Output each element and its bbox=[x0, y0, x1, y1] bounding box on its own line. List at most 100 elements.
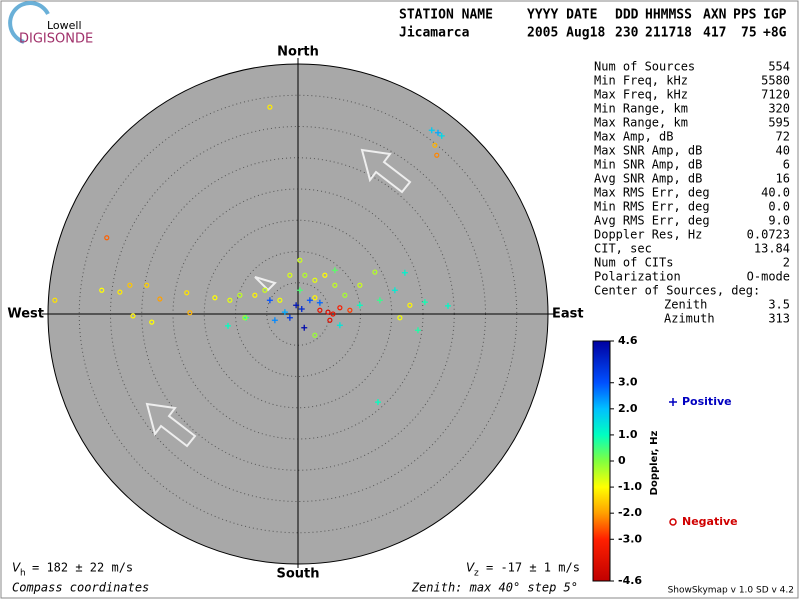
vz-symbol: V bbox=[466, 561, 475, 575]
source-negative bbox=[262, 287, 268, 293]
source-negative bbox=[144, 282, 150, 288]
compass-east: East bbox=[552, 307, 584, 322]
source-positive bbox=[428, 127, 435, 134]
stat-label: Num of Sources bbox=[594, 60, 695, 74]
colorbar-tick-label: 2.0 bbox=[618, 402, 638, 415]
stat-value: 0.0723 bbox=[747, 228, 790, 242]
source-positive bbox=[316, 299, 323, 306]
colorbar-tick-label: -3.0 bbox=[618, 532, 642, 545]
legend-label: Positive bbox=[682, 395, 732, 408]
colorbar-tick-label: -1.0 bbox=[618, 480, 642, 493]
stat-value: 40 bbox=[776, 144, 790, 158]
header-value: 2005 Aug18 bbox=[527, 26, 605, 41]
source-positive bbox=[375, 399, 381, 406]
source-positive bbox=[298, 306, 305, 312]
stat-label: Azimuth bbox=[664, 312, 715, 326]
header-label: YYYY DATE bbox=[527, 8, 597, 23]
source-positive bbox=[435, 129, 441, 136]
source-negative bbox=[252, 292, 258, 298]
source-positive bbox=[331, 267, 338, 274]
source-negative bbox=[127, 282, 133, 288]
source-positive bbox=[225, 322, 231, 329]
header-value: +8G bbox=[763, 26, 787, 41]
header-value: 230 bbox=[615, 26, 639, 41]
legend-marker bbox=[669, 398, 677, 406]
source-negative bbox=[322, 272, 328, 278]
header-label: STATION NAME bbox=[399, 8, 493, 23]
source-negative bbox=[130, 313, 136, 319]
footer-zenith: Zenith: max 40° step 5° bbox=[411, 581, 578, 595]
source-positive bbox=[438, 132, 445, 139]
source-negative bbox=[184, 290, 190, 296]
stat-value: 2 bbox=[783, 256, 790, 270]
stat-label: Min SNR Amp, dB bbox=[594, 158, 702, 172]
stat-value: 0.0 bbox=[768, 200, 790, 214]
source-negative bbox=[327, 317, 333, 323]
colorbar-tick-label: 3.0 bbox=[618, 376, 638, 389]
source-negative bbox=[342, 292, 348, 298]
colorbar-tick-label: 4.6 bbox=[618, 334, 638, 347]
stat-label: Min Range, km bbox=[594, 102, 688, 116]
vh-symbol: V bbox=[12, 561, 21, 575]
colorbar-tick-label: 0 bbox=[618, 454, 626, 467]
stat-value: 72 bbox=[776, 130, 790, 144]
source-negative bbox=[347, 307, 353, 313]
stat-value: 7120 bbox=[761, 88, 790, 102]
source-positive bbox=[415, 327, 421, 334]
source-negative bbox=[434, 152, 440, 158]
source-positive bbox=[376, 297, 383, 304]
source-negative bbox=[302, 272, 308, 278]
source-negative bbox=[104, 235, 110, 241]
colorbar-tick-label: -2.0 bbox=[618, 506, 642, 519]
colorbar-title: Doppler, Hz bbox=[649, 431, 660, 496]
header-label: IGP bbox=[763, 8, 787, 23]
stat-label: Max Range, km bbox=[594, 116, 688, 130]
source-negative bbox=[317, 307, 323, 313]
stat-label: Min Freq, kHz bbox=[594, 74, 688, 88]
stat-value: 9.0 bbox=[768, 214, 790, 228]
source-positive bbox=[336, 322, 343, 329]
stat-label: Polarization bbox=[594, 270, 681, 284]
stat-value: 13.84 bbox=[754, 242, 790, 256]
compass-south: South bbox=[276, 567, 319, 582]
header-label: DDD bbox=[615, 8, 639, 23]
source-negative bbox=[157, 296, 163, 302]
source-negative bbox=[330, 311, 336, 317]
source-negative bbox=[297, 257, 303, 263]
source-negative bbox=[237, 292, 243, 298]
header-label: PPS bbox=[733, 8, 757, 23]
header-value: 211718 bbox=[645, 26, 692, 41]
stat-value: 5580 bbox=[761, 74, 790, 88]
vh-sub: h bbox=[20, 569, 26, 579]
source-negative bbox=[149, 319, 155, 325]
source-positive bbox=[281, 309, 288, 316]
stat-label: Min RMS Err, deg bbox=[594, 200, 710, 214]
stat-value: 40.0 bbox=[761, 186, 790, 200]
source-positive bbox=[266, 297, 273, 304]
stat-value: 16 bbox=[776, 172, 790, 186]
source-negative bbox=[312, 295, 318, 301]
source-negative bbox=[312, 332, 318, 338]
legend-label: Negative bbox=[682, 515, 738, 528]
source-negative bbox=[187, 310, 193, 316]
drift-arrow bbox=[360, 148, 412, 194]
stat-label: Max RMS Err, deg bbox=[594, 186, 710, 200]
drift-arrow bbox=[145, 402, 197, 448]
header-value: 75 bbox=[741, 26, 757, 41]
compass-north: North bbox=[277, 45, 319, 60]
logo-swoosh bbox=[8, 0, 50, 44]
source-positive bbox=[271, 317, 278, 324]
source-negative bbox=[52, 297, 58, 303]
source-negative bbox=[267, 104, 273, 110]
stat-label: Max Freq, kHz bbox=[594, 88, 688, 102]
header-label: HHMMSS bbox=[645, 8, 692, 23]
stat-value: 595 bbox=[768, 116, 790, 130]
stat-value: 554 bbox=[768, 60, 790, 74]
stat-label: Center of Sources, deg: bbox=[594, 284, 760, 298]
colorbar bbox=[592, 340, 611, 582]
source-negative bbox=[397, 315, 403, 321]
source-positive bbox=[286, 314, 293, 321]
vz-text: = -17 ± 1 m/s bbox=[486, 561, 580, 575]
